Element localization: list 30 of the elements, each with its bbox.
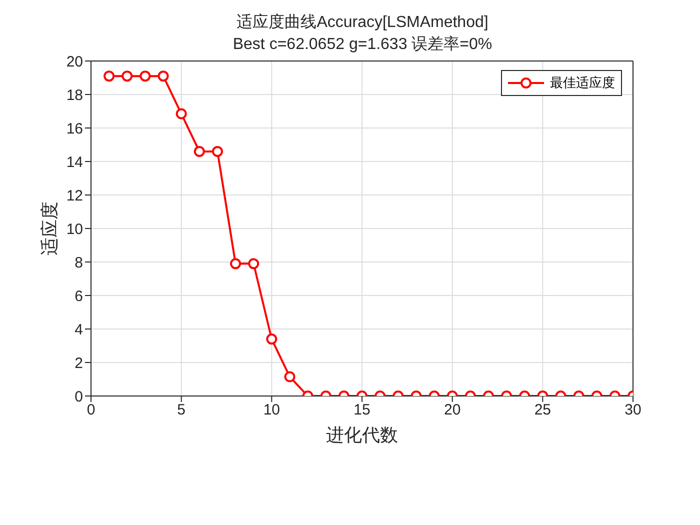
y-tick-label: 14 [66, 154, 83, 171]
y-tick-label: 20 [66, 53, 83, 70]
y-tick-label: 10 [66, 220, 83, 238]
y-axis-title: 适应度 [39, 202, 60, 256]
x-tick-label: 20 [444, 402, 461, 419]
point [104, 70, 115, 82]
y-tick-label: 4 [74, 321, 83, 338]
chart-title: 适应度曲线Accuracy[LSMAmethod] [236, 12, 490, 33]
point [176, 108, 187, 120]
x-tick-label: 30 [624, 402, 642, 419]
y-tick-label: 8 [74, 254, 83, 272]
x-axis-title: 进化代数 [326, 425, 398, 446]
x-tick-label: 15 [354, 402, 370, 419]
x-tick-label: 5 [177, 402, 186, 419]
point [158, 70, 169, 82]
y-tick-label: 6 [74, 288, 83, 305]
x-tick-label: 0 [86, 402, 96, 419]
y-tick-label: 12 [66, 187, 83, 204]
x-tick-label: 10 [263, 402, 280, 419]
y-tick-label: 18 [66, 86, 83, 104]
y-tick-label: 2 [74, 354, 83, 372]
y-tick-label: 0 [74, 388, 83, 406]
point [194, 146, 205, 157]
point [212, 146, 223, 157]
point [140, 70, 151, 82]
point [122, 70, 133, 82]
chart-subtitle: Best c=62.0652 g=1.633 误差率=0% [232, 34, 494, 55]
x-tick-label: 25 [534, 402, 552, 419]
y-tick-label: 16 [66, 120, 83, 138]
legend-label: 最佳适应度 [550, 75, 615, 92]
